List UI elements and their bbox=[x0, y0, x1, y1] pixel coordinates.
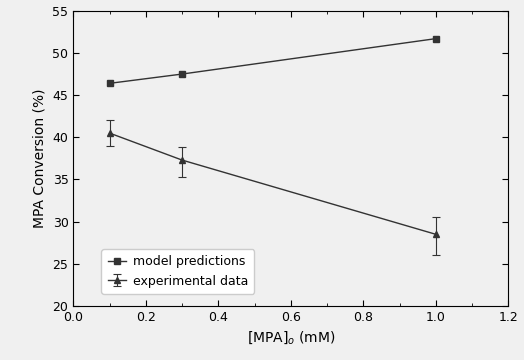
Legend: model predictions, experimental data: model predictions, experimental data bbox=[101, 249, 254, 294]
X-axis label: [MPA]$_o$ (mM): [MPA]$_o$ (mM) bbox=[246, 329, 335, 346]
Y-axis label: MPA Conversion (%): MPA Conversion (%) bbox=[33, 89, 47, 228]
